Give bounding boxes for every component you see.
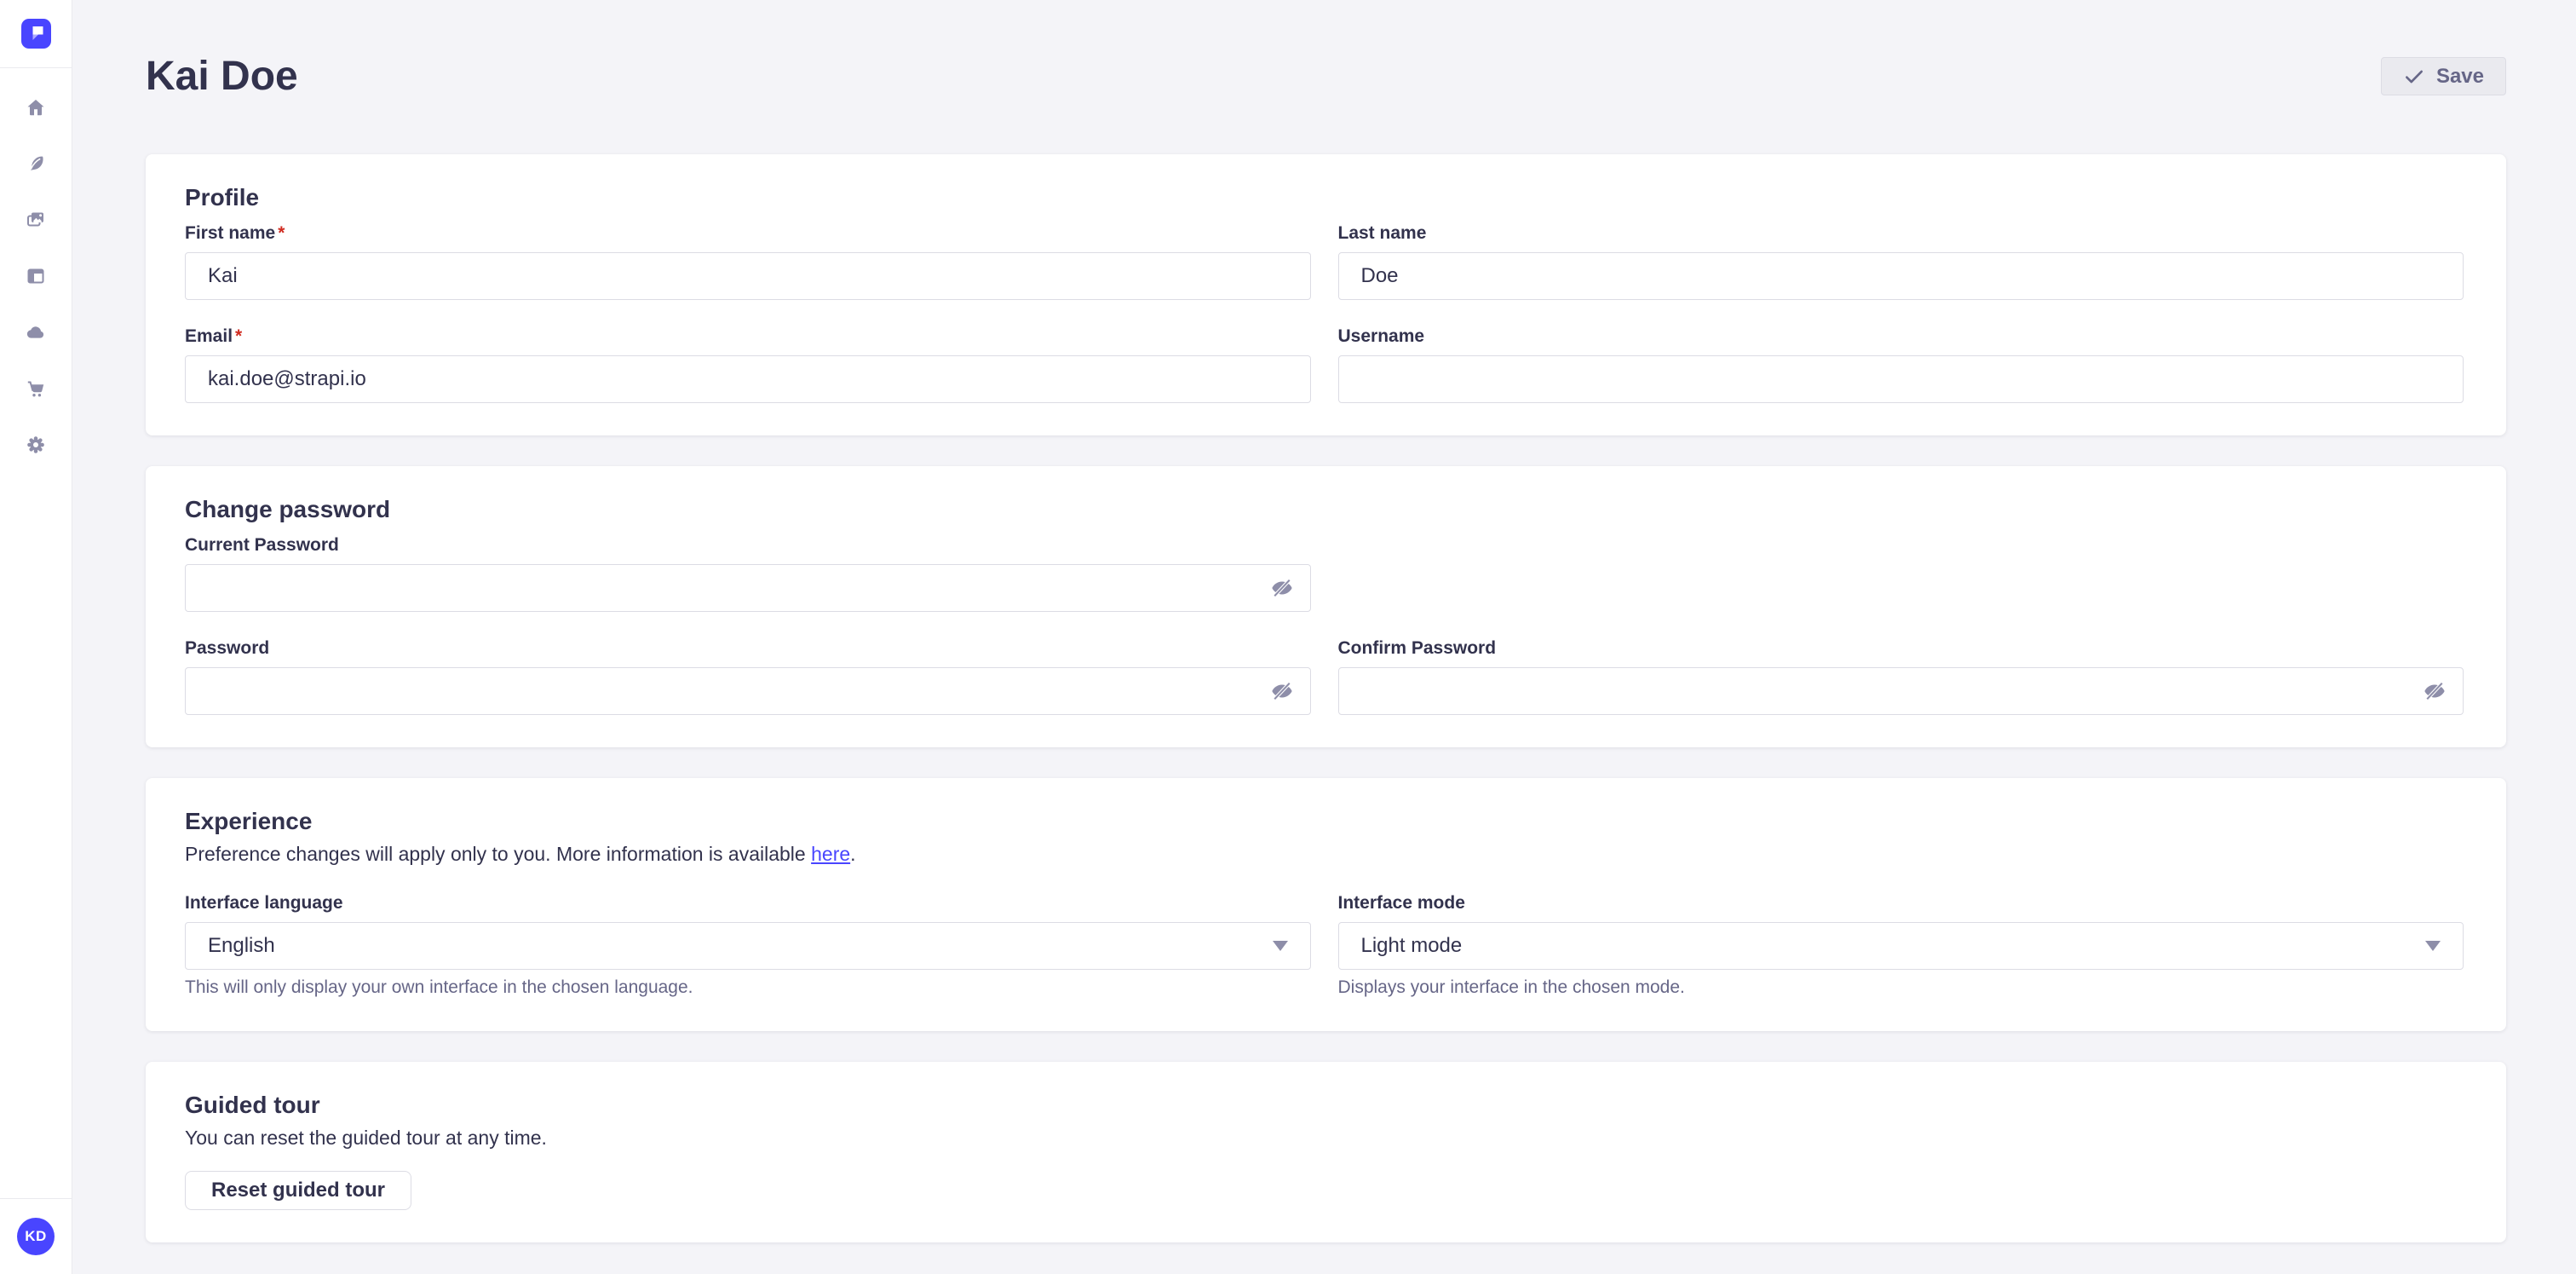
sidebar-item-media-library[interactable]	[26, 210, 46, 230]
current-password-label: Current Password	[185, 535, 339, 555]
interface-language-hint: This will only display your own interfac…	[185, 977, 693, 997]
home-icon	[27, 100, 44, 116]
last-name-input[interactable]	[1337, 252, 2464, 300]
new-password-field: Password	[185, 637, 1311, 715]
interface-mode-select[interactable]: Light mode	[1337, 922, 2464, 970]
change-password-heading: Change password	[185, 496, 391, 522]
experience-description: Preference changes will apply only to yo…	[185, 843, 856, 865]
interface-mode-hint: Displays your interface in the chosen mo…	[1337, 977, 1685, 997]
strapi-logo[interactable]	[20, 19, 51, 49]
strapi-logo-icon	[20, 19, 51, 49]
first-name-input[interactable]	[185, 252, 1311, 300]
cloud-icon	[26, 326, 44, 338]
experience-card: Experience Preference changes will apply…	[146, 778, 2506, 1031]
interface-mode-label: Interface mode	[1337, 893, 1465, 913]
eye-slash-icon	[1271, 682, 1292, 700]
interface-language-value: English	[208, 934, 275, 957]
profile-card: Profile First name* Last name Email*	[146, 154, 2506, 435]
layout-icon	[27, 268, 44, 284]
save-button-label: Save	[2435, 64, 2484, 88]
interface-mode-value: Light mode	[1360, 934, 1463, 957]
check-icon	[2405, 70, 2423, 83]
interface-language-label: Interface language	[185, 893, 343, 913]
media-library-icon	[27, 212, 43, 227]
sidebar-item-content[interactable]	[26, 153, 46, 174]
guided-tour-heading: Guided tour	[185, 1092, 320, 1118]
username-input[interactable]	[1337, 355, 2464, 403]
guided-tour-card: Guided tour You can reset the guided tou…	[146, 1062, 2506, 1242]
experience-heading: Experience	[185, 808, 313, 834]
sidebar-item-settings[interactable]	[26, 435, 46, 455]
new-password-input[interactable]	[185, 667, 1311, 715]
confirm-password-input[interactable]	[1337, 667, 2464, 715]
sidebar-nav	[0, 68, 72, 1198]
reset-guided-tour-button[interactable]: Reset guided tour	[185, 1171, 412, 1210]
page-header: Kai Doe Save	[146, 37, 2506, 115]
more-info-link[interactable]: here	[811, 843, 851, 865]
interface-language-select[interactable]: English	[185, 922, 1311, 970]
guided-tour-description: You can reset the guided tour at any tim…	[185, 1127, 547, 1149]
first-name-label: First name *	[185, 223, 285, 243]
last-name-field: Last name	[1337, 222, 2464, 300]
email-label: Email *	[185, 326, 243, 346]
interface-mode-field: Interface mode Light mode Displays your …	[1337, 892, 2464, 999]
feather-icon	[30, 156, 43, 170]
toggle-password-visibility-button[interactable]	[1267, 573, 1297, 603]
page-title: Kai Doe	[146, 54, 298, 99]
sidebar-footer: KD	[0, 1198, 72, 1274]
cart-icon	[27, 381, 44, 397]
chevron-down-icon	[2425, 941, 2441, 951]
new-password-label: Password	[185, 638, 270, 658]
last-name-label: Last name	[1337, 223, 1427, 243]
sidebar-item-marketplace[interactable]	[26, 378, 46, 399]
sidebar-item-content-type-builder[interactable]	[26, 266, 46, 286]
eye-slash-icon	[1271, 579, 1292, 597]
required-asterisk: *	[235, 326, 243, 346]
email-field: Email *	[185, 326, 1311, 403]
save-button[interactable]: Save	[2380, 57, 2506, 95]
profile-heading: Profile	[185, 184, 260, 210]
current-password-field: Current Password	[185, 534, 1311, 612]
chevron-down-icon	[1272, 941, 1288, 951]
avatar[interactable]: KD	[17, 1218, 55, 1255]
confirm-password-label: Confirm Password	[1337, 638, 1497, 658]
main-content: Kai Doe Save Profile First name* Last na…	[72, 37, 2576, 1242]
toggle-password-visibility-button[interactable]	[2419, 676, 2450, 706]
username-label: Username	[1337, 326, 1425, 346]
username-field: Username	[1337, 326, 2464, 403]
email-input[interactable]	[185, 355, 1311, 403]
required-asterisk: *	[278, 223, 285, 243]
confirm-password-field: Confirm Password	[1337, 637, 2464, 715]
sidebar-item-cloud[interactable]	[26, 322, 46, 343]
toggle-password-visibility-button[interactable]	[1267, 676, 1297, 706]
sidebar: KD	[0, 0, 72, 1274]
first-name-field: First name *	[185, 222, 1311, 300]
gear-icon	[27, 436, 44, 453]
change-password-card: Change password Current Password	[146, 466, 2506, 747]
sidebar-logo-area	[0, 0, 72, 68]
current-password-input[interactable]	[185, 564, 1311, 612]
sidebar-item-home[interactable]	[26, 97, 46, 118]
eye-slash-icon	[2424, 682, 2445, 700]
interface-language-field: Interface language English This will onl…	[185, 892, 1311, 999]
avatar-initials: KD	[25, 1228, 47, 1244]
